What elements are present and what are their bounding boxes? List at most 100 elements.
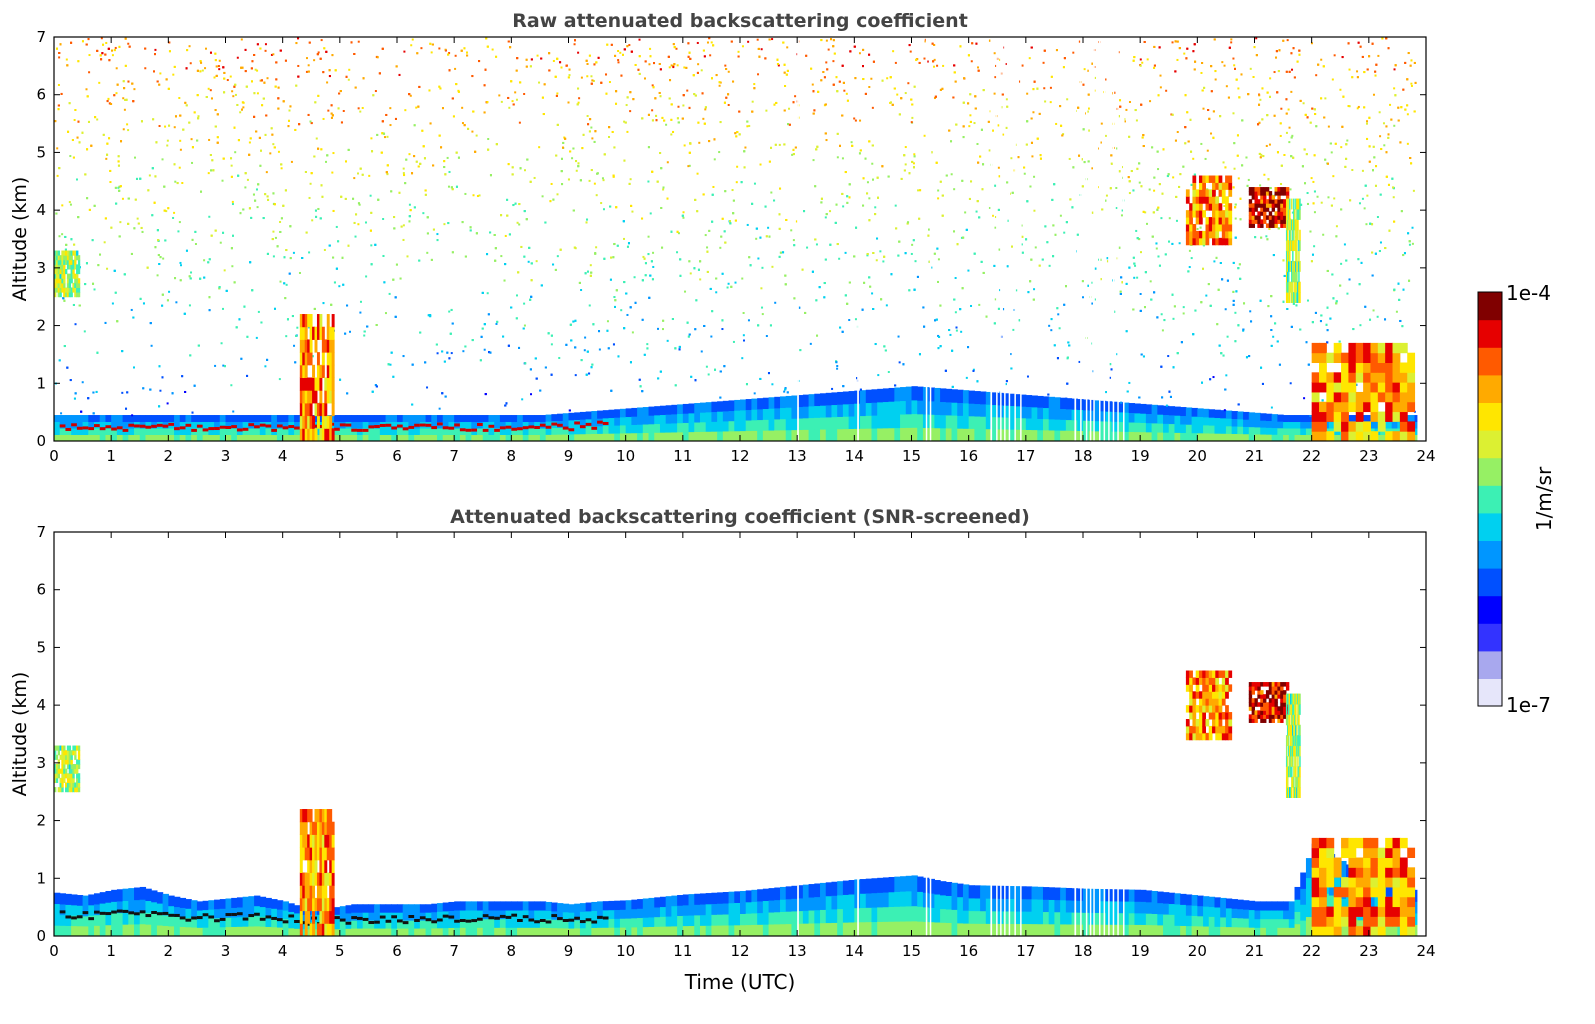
speckle	[889, 101, 892, 104]
speckle	[1280, 107, 1283, 110]
bl-cell	[1294, 421, 1301, 429]
speckle	[1119, 290, 1122, 293]
bl-cell	[1002, 429, 1010, 441]
bl-cell	[1163, 414, 1170, 424]
bl-line	[528, 425, 535, 429]
bl-cell	[534, 421, 541, 429]
speckle	[687, 165, 690, 168]
speckle	[942, 64, 945, 67]
bl-cell	[545, 414, 552, 422]
speckle	[1331, 78, 1334, 81]
bl-cell	[877, 414, 884, 429]
speckle	[642, 255, 645, 258]
bl-cell	[231, 434, 238, 441]
bl-cell	[202, 421, 209, 429]
bl-line	[242, 427, 249, 431]
speckle	[969, 114, 972, 117]
speckle	[647, 235, 650, 238]
bl-cell	[648, 432, 655, 441]
speckle	[1183, 52, 1186, 55]
bl-cell	[928, 400, 935, 415]
bl-cell	[156, 415, 164, 423]
speckle	[1240, 73, 1243, 76]
bl-cell	[116, 434, 124, 441]
speckle	[813, 109, 816, 112]
speckle	[655, 119, 658, 122]
speckle	[910, 252, 913, 255]
bl-cell	[831, 404, 838, 418]
bl-cell	[659, 423, 667, 433]
bl-cell	[1100, 430, 1107, 441]
speckle	[521, 398, 524, 401]
bl-cell	[991, 404, 998, 418]
speckle	[1090, 281, 1093, 284]
speckle	[862, 48, 865, 51]
bl-cell	[465, 434, 472, 441]
speckle	[836, 367, 839, 370]
bl-cell	[225, 421, 232, 429]
speckle	[131, 414, 134, 417]
speckle	[357, 107, 360, 110]
speckle	[177, 230, 180, 233]
bl-cell	[865, 415, 873, 429]
bl-cell	[1145, 431, 1153, 441]
bl-cell	[985, 416, 993, 430]
speckle	[1160, 313, 1163, 316]
speckle	[623, 237, 626, 240]
speckle	[1033, 175, 1036, 178]
speckle	[1368, 160, 1371, 163]
bl-cell	[339, 428, 347, 436]
speckle	[207, 172, 210, 175]
speckle	[241, 66, 244, 69]
speckle	[1376, 216, 1379, 219]
speckle	[342, 109, 345, 112]
bl-cell	[99, 434, 107, 441]
speckle	[191, 238, 194, 241]
speckle	[386, 135, 389, 138]
speckle	[515, 98, 518, 101]
speckle	[260, 321, 263, 324]
speckle	[166, 139, 169, 142]
speckle	[108, 102, 111, 105]
bl-cell	[528, 434, 535, 441]
speckle	[330, 104, 333, 107]
bl-cell	[797, 429, 804, 441]
speckle	[127, 42, 130, 45]
speckle	[1042, 61, 1045, 64]
speckle	[575, 169, 578, 172]
bl-cell	[1123, 412, 1130, 423]
bl-cell	[728, 430, 735, 441]
bl-cell	[539, 415, 547, 423]
bl-line	[254, 425, 261, 429]
bl-cell	[54, 421, 61, 429]
speckle	[1149, 280, 1152, 283]
speckle	[450, 352, 453, 355]
bl-cell	[122, 421, 129, 429]
speckle	[426, 386, 429, 389]
speckle	[898, 361, 901, 364]
speckle	[1365, 223, 1368, 226]
bl-cell	[448, 428, 455, 436]
speckle	[57, 83, 60, 86]
speckle	[646, 343, 649, 346]
speckle	[471, 130, 474, 133]
bl-cell	[454, 428, 461, 436]
speckle	[608, 81, 611, 84]
bl-cell	[482, 434, 490, 441]
speckle	[836, 156, 839, 159]
bl-cell	[368, 434, 375, 441]
bl-cell	[591, 426, 598, 435]
speckle	[585, 221, 588, 224]
speckle	[1057, 313, 1060, 316]
bl-cell	[871, 415, 878, 429]
bl-cell	[591, 411, 598, 420]
speckle	[1366, 120, 1369, 123]
bl-cell	[397, 428, 404, 436]
bl-cell	[1214, 417, 1221, 426]
speckle	[538, 146, 541, 149]
bl-cell	[585, 433, 592, 441]
bl-cell	[557, 427, 564, 435]
speckle	[332, 152, 335, 155]
bl-cell	[894, 414, 901, 429]
speckle	[161, 158, 164, 161]
